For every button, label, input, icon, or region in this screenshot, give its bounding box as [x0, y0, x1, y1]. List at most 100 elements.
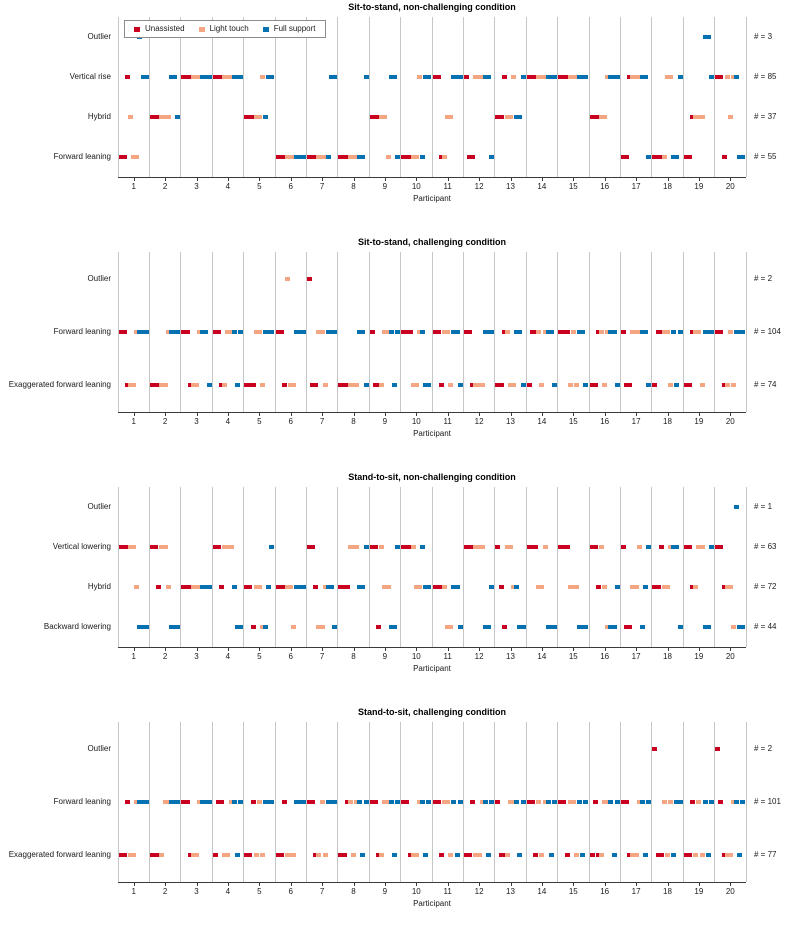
marker-light-touch	[134, 800, 140, 804]
marker-light-touch	[159, 545, 165, 549]
marker-full-support	[486, 853, 492, 858]
marker-full-support	[486, 330, 492, 334]
marker-light-touch	[636, 330, 642, 334]
x-tick-label: 15	[568, 652, 578, 661]
marker-full-support	[388, 75, 394, 79]
marker-unassisted	[310, 545, 316, 549]
category-label-outlier: Outlier	[87, 743, 111, 753]
marker-light-touch	[194, 853, 199, 858]
participant-gridline	[714, 17, 716, 177]
marker-full-support	[140, 800, 146, 804]
marker-full-support	[514, 330, 520, 334]
participant-gridline	[211, 252, 213, 412]
marker-light-touch	[225, 330, 231, 334]
marker-full-support	[137, 800, 143, 804]
marker-unassisted	[501, 75, 507, 79]
marker-light-touch	[665, 853, 670, 858]
marker-full-support	[457, 383, 463, 388]
marker-full-support	[325, 800, 331, 804]
marker-unassisted	[529, 330, 535, 334]
x-tick-label: 18	[663, 887, 672, 896]
marker-full-support	[423, 75, 429, 79]
participant-gridline	[211, 722, 213, 882]
category-label-outlier: Outlier	[87, 502, 111, 511]
marker-unassisted	[464, 330, 470, 334]
x-tick-label: 14	[537, 652, 547, 661]
category-label-outlier: Outlier	[87, 273, 111, 283]
x-tick-label: 20	[725, 417, 735, 426]
participant-gridline	[148, 17, 150, 177]
marker-unassisted	[150, 383, 156, 388]
x-tick-label: 2	[162, 417, 168, 426]
marker-light-touch	[636, 75, 642, 79]
marker-full-support	[332, 330, 338, 334]
marker-full-support	[140, 625, 146, 629]
marker-unassisted	[215, 800, 221, 804]
x-tick-mark	[290, 883, 292, 886]
marker-full-support	[611, 853, 617, 858]
marker-full-support	[237, 330, 243, 334]
marker-unassisted	[187, 383, 193, 388]
marker-light-touch	[319, 625, 325, 629]
marker-full-support	[263, 330, 269, 334]
marker-light-touch	[542, 330, 548, 334]
marker-unassisted	[533, 853, 539, 858]
x-tick-mark	[479, 413, 481, 416]
marker-light-touch	[222, 545, 228, 549]
x-tick-label: 2	[162, 887, 168, 896]
x-tick-label: 12	[474, 887, 484, 896]
marker-light-touch	[162, 383, 168, 388]
marker-full-support	[674, 545, 680, 549]
marker-full-support	[551, 383, 557, 388]
x-tick-label: 7	[319, 887, 325, 896]
marker-full-support	[426, 383, 432, 388]
marker-light-touch	[259, 625, 265, 629]
marker-light-touch	[605, 800, 611, 804]
x-tick-label: 5	[257, 887, 262, 896]
marker-light-touch	[479, 75, 485, 79]
participant-gridline	[682, 722, 684, 882]
marker-light-touch	[316, 155, 322, 159]
marker-full-support	[482, 75, 488, 79]
x-tick-label: 20	[725, 652, 735, 661]
marker-light-touch	[410, 853, 416, 858]
category-label-exaggerated-forward-leaning: Exaggerated forward leaning	[8, 850, 111, 860]
participant-gridline	[243, 722, 245, 882]
marker-full-support	[329, 800, 335, 804]
marker-unassisted	[278, 585, 284, 589]
marker-unassisted	[124, 75, 130, 79]
marker-unassisted	[621, 800, 627, 804]
marker-light-touch	[256, 585, 262, 589]
marker-full-support	[391, 75, 397, 79]
participant-gridline	[619, 252, 621, 412]
marker-full-support	[740, 330, 746, 334]
marker-unassisted	[686, 545, 692, 549]
marker-full-support	[329, 75, 335, 79]
marker-light-touch	[228, 330, 234, 334]
marker-light-touch	[536, 800, 542, 804]
x-tick-mark	[353, 883, 355, 886]
marker-light-touch	[319, 330, 325, 334]
participant-gridline	[682, 487, 684, 647]
marker-unassisted	[561, 75, 567, 79]
marker-full-support	[514, 115, 520, 119]
participant-gridline	[180, 17, 182, 177]
marker-unassisted	[564, 853, 570, 858]
marker-unassisted	[307, 155, 313, 159]
marker-unassisted	[310, 800, 316, 804]
participant-gridline	[682, 252, 684, 412]
marker-full-support	[388, 625, 394, 629]
marker-light-touch	[385, 155, 391, 159]
marker-light-touch	[225, 545, 231, 549]
marker-unassisted	[470, 800, 476, 804]
marker-full-support	[577, 330, 583, 334]
marker-unassisted	[118, 853, 124, 858]
marker-unassisted	[621, 545, 627, 549]
marker-light-touch	[567, 585, 573, 589]
marker-full-support	[520, 800, 526, 804]
marker-unassisted	[338, 853, 344, 858]
marker-unassisted	[495, 115, 501, 119]
marker-light-touch	[197, 75, 203, 79]
participant-gridline	[557, 722, 559, 882]
x-tick-label: 8	[351, 182, 356, 191]
